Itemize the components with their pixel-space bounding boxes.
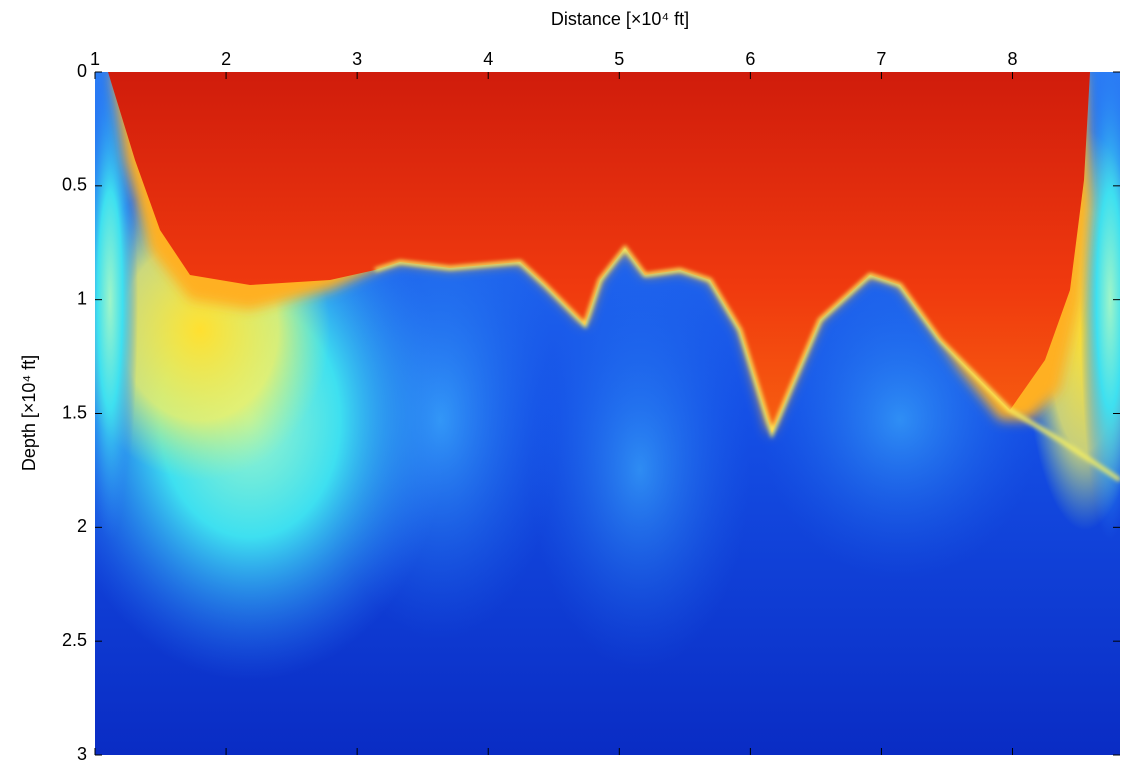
- x-tick-label: 6: [745, 49, 755, 69]
- x-axis-label: Distance [×10⁴ ft]: [551, 9, 689, 29]
- x-tick-label: 1: [90, 49, 100, 69]
- x-tick-label: 8: [1008, 49, 1018, 69]
- x-tick-label: 2: [221, 49, 231, 69]
- x-tick-label: 7: [876, 49, 886, 69]
- y-tick-label: 2.5: [62, 630, 87, 650]
- y-tick-label: 0: [77, 61, 87, 81]
- x-tick-label: 4: [483, 49, 493, 69]
- y-tick-label: 3: [77, 744, 87, 764]
- x-tick-label: 3: [352, 49, 362, 69]
- seismic-image: [50, 60, 1135, 755]
- y-tick-label: 0.5: [62, 175, 87, 195]
- y-tick-label: 1.5: [62, 402, 87, 422]
- y-tick-label: 1: [77, 288, 87, 308]
- x-tick-label: 5: [614, 49, 624, 69]
- chart: Distance [×10⁴ ft] Depth [×10⁴ ft] 1 2 3 4 5…: [0, 0, 1135, 768]
- y-axis-label: Depth [×10⁴ ft]: [19, 355, 39, 471]
- y-tick-label: 2: [77, 516, 87, 536]
